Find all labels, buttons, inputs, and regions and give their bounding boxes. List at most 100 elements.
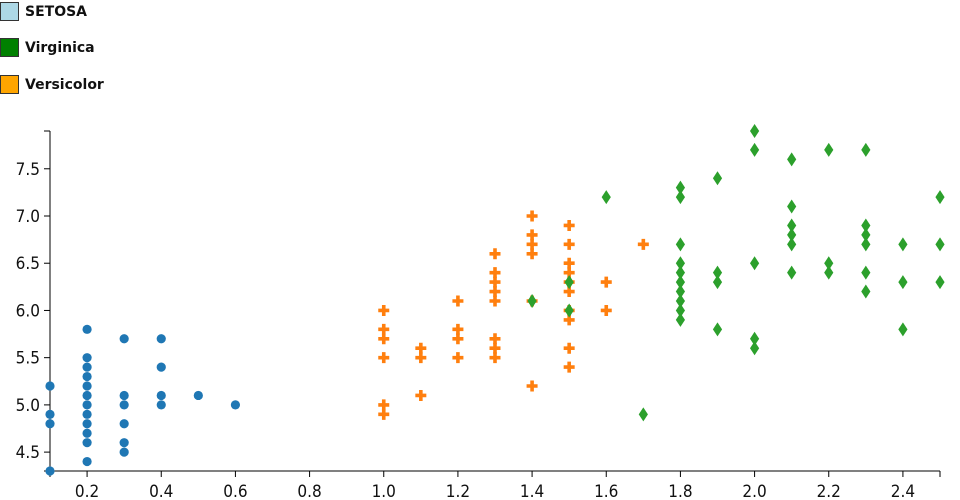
data-point-circle: [45, 419, 55, 429]
data-point-diamond: [935, 275, 945, 290]
data-point-circle: [119, 334, 129, 344]
legend-swatch-versicolor: [0, 75, 19, 94]
data-point-plus: [489, 248, 501, 260]
data-point-plus: [378, 304, 390, 316]
legend-item-virginica: Virginica: [0, 38, 95, 57]
data-point-diamond: [787, 237, 797, 252]
data-point-plus: [600, 304, 612, 316]
data-point-circle: [45, 381, 55, 391]
series-versicolor: [378, 210, 649, 420]
data-point-diamond: [935, 190, 945, 205]
data-point-diamond: [898, 237, 908, 252]
data-point-circle: [156, 334, 166, 344]
data-point-circle: [82, 419, 92, 429]
legend-item-setosa: SETOSA: [0, 2, 87, 21]
data-point-plus: [452, 352, 464, 364]
data-point-circle: [156, 400, 166, 410]
data-point-diamond: [787, 218, 797, 233]
data-point-diamond: [898, 275, 908, 290]
data-point-circle: [82, 371, 92, 382]
data-point-diamond: [824, 142, 834, 157]
data-point-plus: [378, 399, 390, 411]
data-point-plus: [563, 342, 575, 354]
data-point-plus: [637, 238, 649, 250]
data-point-diamond: [935, 237, 945, 252]
legend-swatch-virginica: [0, 38, 19, 57]
legend-label-virginica: Virginica: [25, 39, 95, 56]
data-point-plus: [526, 380, 538, 392]
chart-marks: [45, 124, 945, 476]
data-point-circle: [82, 362, 92, 372]
data-point-plus: [563, 267, 575, 279]
data-point-diamond: [861, 265, 871, 280]
data-point-plus: [563, 257, 575, 269]
data-point-plus: [489, 342, 501, 354]
data-point-circle: [119, 419, 129, 429]
y-tick-label: 5.5: [16, 349, 40, 369]
y-tick-label: 6.5: [16, 254, 40, 274]
data-point-circle: [82, 324, 92, 334]
data-point-circle: [230, 400, 241, 410]
data-point-diamond: [787, 265, 797, 280]
data-point-diamond: [675, 265, 686, 280]
data-point-circle: [45, 466, 55, 476]
data-point-diamond: [527, 294, 537, 308]
data-point-circle: [119, 438, 129, 448]
data-point-circle: [82, 456, 92, 467]
x-tick-label: 1.6: [594, 482, 618, 500]
x-tick-label: 0.8: [297, 482, 321, 500]
data-point-plus: [563, 238, 575, 250]
data-point-circle: [82, 353, 92, 363]
x-tick-label: 2.2: [817, 482, 841, 500]
data-point-diamond: [675, 303, 686, 318]
data-point-plus: [489, 286, 501, 298]
data-point-diamond: [861, 218, 871, 233]
data-point-diamond: [675, 256, 686, 271]
data-point-plus: [526, 238, 538, 250]
y-tick-label: 5.0: [16, 396, 40, 416]
data-point-plus: [526, 210, 538, 222]
data-point-diamond: [675, 237, 686, 252]
data-point-diamond: [712, 275, 723, 290]
data-point-diamond: [712, 265, 723, 280]
data-point-circle: [119, 447, 129, 457]
data-point-diamond: [712, 171, 723, 186]
data-point-circle: [119, 400, 129, 410]
data-point-diamond: [898, 322, 908, 337]
y-tick-label: 7.0: [16, 207, 40, 227]
data-point-plus: [489, 333, 501, 345]
data-point-plus: [452, 333, 464, 345]
data-point-diamond: [749, 142, 760, 157]
data-point-diamond: [749, 256, 760, 271]
x-tick-label: 0.2: [75, 482, 99, 500]
series-setosa: [45, 324, 241, 476]
x-tick-label: 1.4: [520, 482, 544, 500]
x-tick-label: 1.2: [446, 482, 470, 500]
data-point-diamond: [564, 303, 574, 318]
data-point-diamond: [675, 275, 686, 290]
data-point-diamond: [861, 237, 871, 252]
data-point-circle: [156, 362, 166, 372]
data-point-diamond: [787, 227, 797, 242]
data-point-circle: [82, 400, 92, 410]
legend-label-versicolor: Versicolor: [25, 76, 104, 93]
data-point-diamond: [675, 180, 686, 195]
x-tick-label: 2.0: [742, 482, 766, 500]
data-point-plus: [563, 219, 575, 231]
data-point-plus: [489, 276, 501, 288]
legend-swatch-setosa: [0, 2, 19, 21]
data-point-circle: [156, 390, 166, 401]
data-point-plus: [415, 342, 427, 354]
data-point-diamond: [787, 199, 797, 214]
data-point-circle: [82, 438, 92, 448]
x-tick-label: 1.0: [372, 482, 396, 500]
data-point-diamond: [675, 284, 686, 299]
data-point-plus: [563, 314, 575, 326]
data-point-plus: [415, 352, 427, 364]
y-tick-label: 4.5: [16, 443, 40, 463]
data-point-diamond: [638, 407, 648, 422]
data-point-plus: [489, 267, 501, 279]
data-point-plus: [378, 333, 390, 345]
x-tick-label: 0.6: [223, 482, 247, 500]
data-point-plus: [563, 361, 575, 373]
